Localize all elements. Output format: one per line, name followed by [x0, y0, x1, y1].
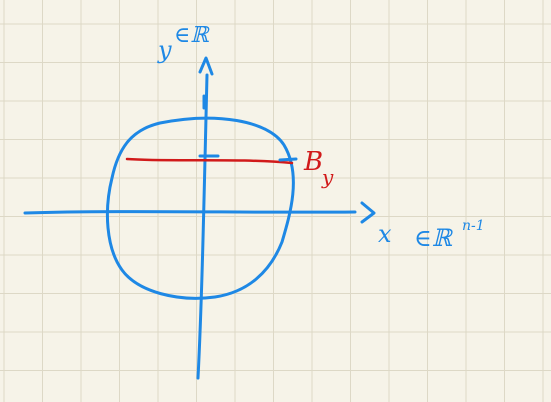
y-axis-space-label: ∈ℝ	[174, 23, 210, 48]
x-axis	[23, 210, 357, 215]
x-axis-exponent-label: n-1	[462, 218, 485, 234]
ball-outline	[105, 116, 295, 300]
x-axis-var-label: x	[378, 220, 392, 248]
y-axis	[196, 73, 209, 380]
x-axis-arrowhead	[360, 201, 376, 224]
y-axis-arrowhead	[198, 56, 214, 76]
x-axis-space-label: ∈ℝ	[414, 224, 454, 252]
y-axis-var-label: y	[157, 36, 172, 64]
slice-label-pointer	[278, 157, 298, 162]
slice-label: B	[303, 147, 323, 177]
slice-label-subscript: y	[321, 165, 334, 189]
slice-segment	[125, 157, 294, 165]
